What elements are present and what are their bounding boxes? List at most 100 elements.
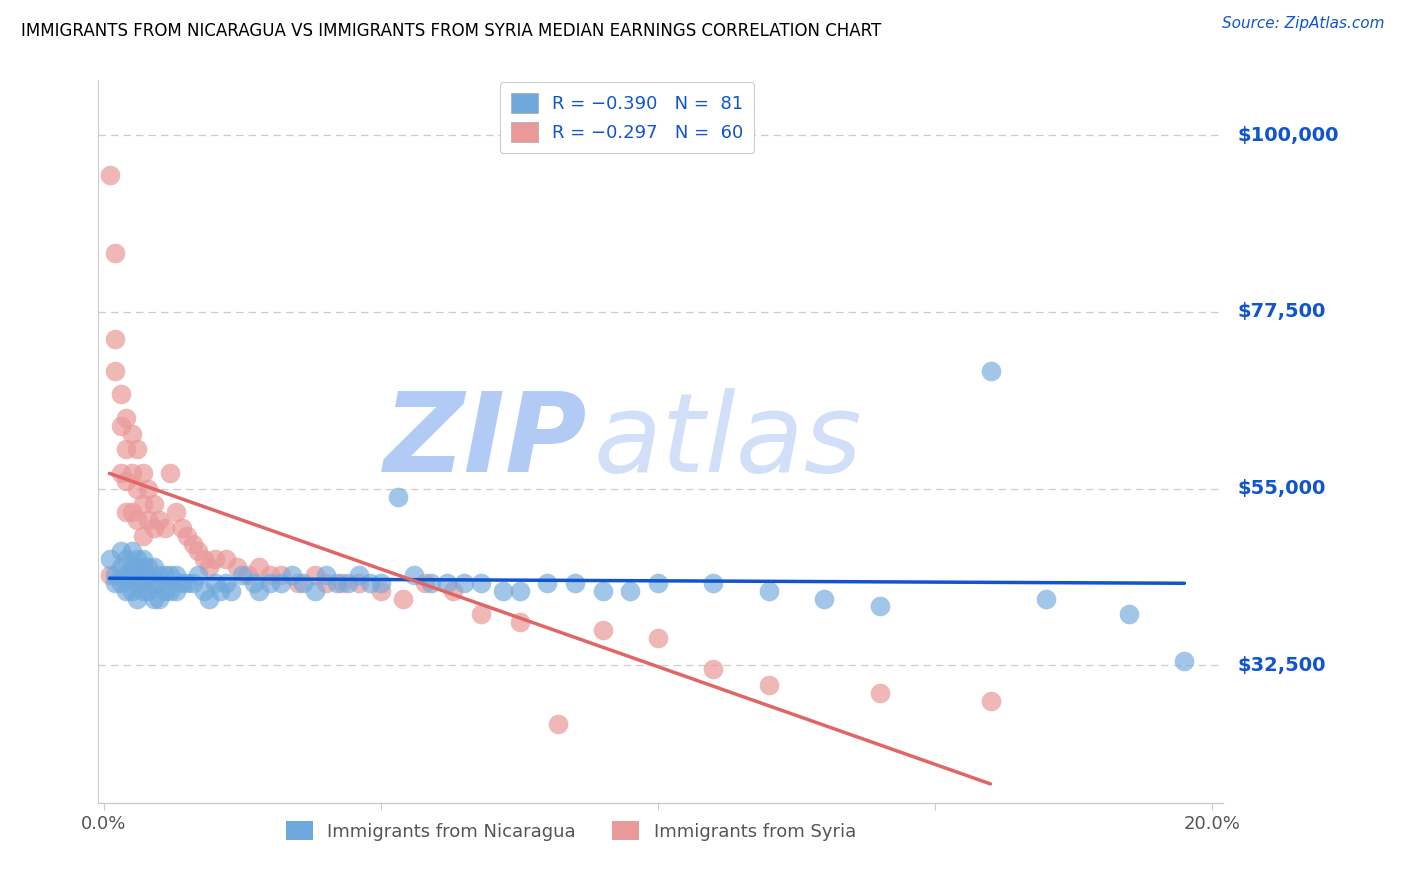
Point [647,575,669,590]
Point [387,490,409,504]
Point [470,575,492,590]
Point [193,552,215,566]
Point [132,575,155,590]
Point [592,623,614,637]
Text: Source: ZipAtlas.com: Source: ZipAtlas.com [1222,16,1385,31]
Point [647,631,669,645]
Point [259,575,281,590]
Point [592,583,614,598]
Point [165,583,187,598]
Point [142,591,165,606]
Point [336,575,359,590]
Point [115,568,138,582]
Text: atlas: atlas [593,388,862,495]
Point [142,497,165,511]
Point [159,583,181,598]
Point [187,568,209,582]
Point [215,575,238,590]
Point [127,552,149,566]
Point [236,568,259,582]
Text: $32,500: $32,500 [1237,656,1326,675]
Point [132,560,155,574]
Legend: Immigrants from Nicaragua, Immigrants from Syria: Immigrants from Nicaragua, Immigrants fr… [278,814,863,848]
Point [492,583,515,598]
Point [869,599,891,614]
Point [121,544,143,558]
Point [330,575,353,590]
Point [148,575,170,590]
Point [979,694,1001,708]
Point [325,575,347,590]
Point [215,552,238,566]
Point [702,575,724,590]
Point [98,552,121,566]
Point [127,591,149,606]
Point [187,544,209,558]
Point [115,552,138,566]
Point [1035,591,1057,606]
Point [132,583,155,598]
Point [226,560,249,574]
Point [198,591,221,606]
Point [979,364,1001,378]
Point [165,505,187,519]
Point [127,560,149,574]
Point [758,678,780,692]
Point [153,521,176,535]
Point [370,575,392,590]
Point [231,568,253,582]
Point [470,607,492,622]
Point [392,591,415,606]
Point [121,466,143,480]
Point [136,583,159,598]
Point [1173,655,1195,669]
Point [304,568,326,582]
Point [176,529,198,543]
Point [419,575,441,590]
Point [121,568,143,582]
Point [148,591,170,606]
Point [121,583,143,598]
Point [536,575,558,590]
Point [104,575,127,590]
Point [758,583,780,598]
Point [132,529,155,543]
Point [281,568,304,582]
Text: IMMIGRANTS FROM NICARAGUA VS IMMIGRANTS FROM SYRIA MEDIAN EARNINGS CORRELATION C: IMMIGRANTS FROM NICARAGUA VS IMMIGRANTS … [21,22,882,40]
Point [404,568,426,582]
Point [98,168,121,182]
Point [347,575,370,590]
Point [132,466,155,480]
Point [619,583,641,598]
Point [132,497,155,511]
Point [136,560,159,574]
Point [104,333,127,347]
Point [104,364,127,378]
Point [148,568,170,582]
Point [136,513,159,527]
Point [110,560,132,574]
Point [509,615,531,630]
Point [436,575,458,590]
Point [121,505,143,519]
Point [132,552,155,566]
Point [359,575,381,590]
Point [221,583,243,598]
Point [136,568,159,582]
Point [547,717,569,731]
Point [453,575,475,590]
Point [110,466,132,480]
Point [304,583,326,598]
Point [127,513,149,527]
Point [104,568,127,582]
Text: $100,000: $100,000 [1237,126,1339,145]
Point [142,521,165,535]
Point [148,513,170,527]
Point [259,568,281,582]
Point [115,411,138,425]
Text: ZIP: ZIP [384,388,588,495]
Point [153,568,176,582]
Text: $77,500: $77,500 [1237,302,1326,321]
Point [115,505,138,519]
Point [204,552,226,566]
